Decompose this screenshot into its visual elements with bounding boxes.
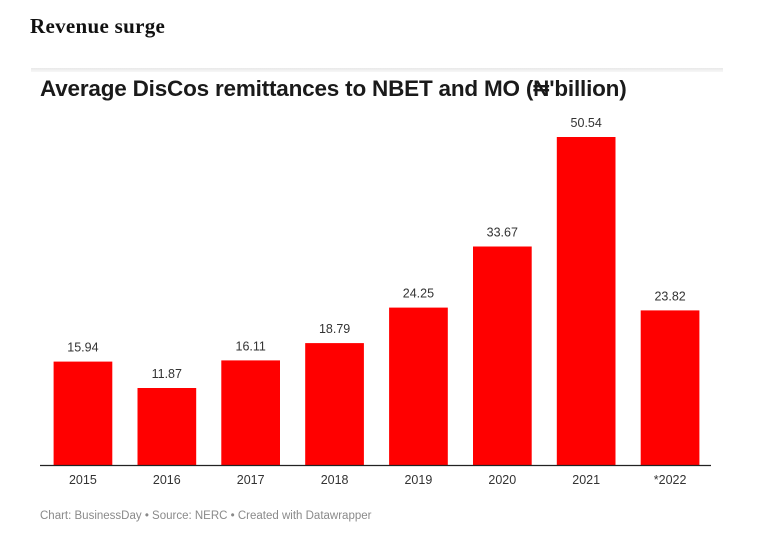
- value-labels-group: 15.94 11.87 16.11 18.79 24.25 33.67 50.54 23.82: [67, 116, 686, 381]
- article-heading: Revenue surge: [30, 14, 166, 38]
- value-label: 18.79: [319, 322, 350, 336]
- x-tick-label: 2020: [488, 473, 516, 487]
- bar-2021: [556, 137, 616, 465]
- value-label: 16.11: [236, 339, 266, 353]
- value-label: 24.25: [403, 287, 434, 301]
- value-label: 11.87: [152, 367, 182, 381]
- x-tick-label: 2015: [69, 473, 97, 487]
- bar-2015: [53, 361, 113, 465]
- bar-2018: [305, 343, 364, 465]
- bar-2019: [389, 307, 448, 465]
- x-tick-label: 2016: [153, 473, 181, 487]
- chart-top-divider: [31, 68, 723, 72]
- x-tick-label: 2021: [572, 473, 600, 487]
- value-label: 50.54: [571, 116, 602, 130]
- x-tick-label: 2019: [404, 473, 432, 487]
- chart-footer-credits: Chart: BusinessDay • Source: NERC • Crea…: [40, 510, 372, 522]
- value-label: 33.67: [487, 226, 518, 240]
- x-tick-label: 2018: [321, 473, 349, 487]
- chart-title: Average DisCos remittances to NBET and M…: [40, 76, 627, 101]
- x-tick-label: 2017: [237, 473, 265, 487]
- bar-star-2022: [640, 310, 700, 465]
- x-tick-label: *2022: [654, 473, 687, 487]
- bars-group: [53, 137, 700, 465]
- value-label: 15.94: [67, 341, 98, 355]
- value-label: 23.82: [654, 289, 685, 303]
- bar-2017: [221, 360, 280, 465]
- bar-2016: [137, 388, 197, 465]
- bar-2020: [473, 246, 532, 465]
- x-tick-labels-group: 2015 2016 2017 2018 2019 2020 2021 *2022: [69, 473, 686, 487]
